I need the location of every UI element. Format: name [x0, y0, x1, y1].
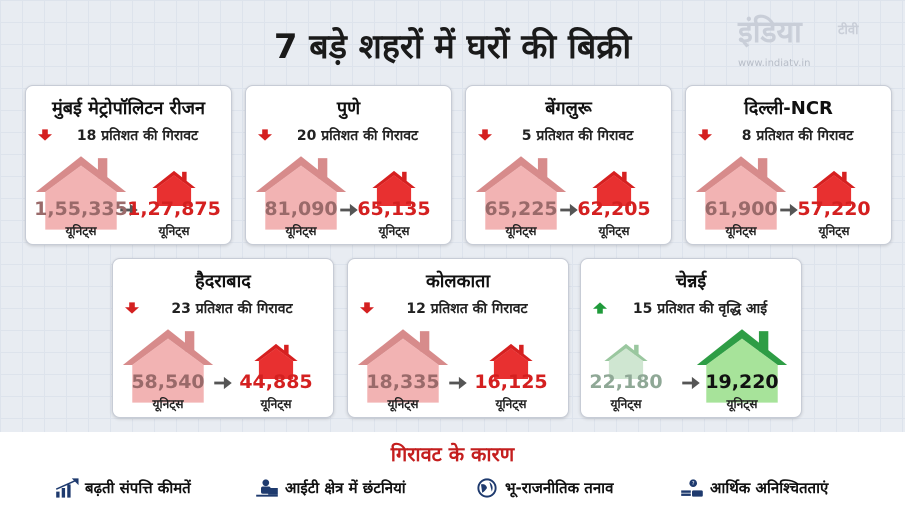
city-change: 5 प्रतिशत की गिरावट — [521, 128, 634, 144]
title: 7 बड़े शहरों में घरों की बिक्री — [273, 27, 632, 67]
city-name: कोलकाता — [425, 271, 491, 292]
trend-arrow — [125, 302, 139, 314]
after-unit: यूनिट्स — [598, 224, 630, 238]
after-value: 62,205 — [577, 198, 651, 220]
city-change: 23 प्रतिशत की गिरावट — [171, 301, 293, 317]
city-name: चेन्नई — [675, 271, 707, 292]
trend-arrow — [38, 129, 52, 141]
logo-url: www.indiatv.in — [738, 58, 811, 69]
house-icon — [357, 329, 449, 403]
arrow — [339, 203, 358, 217]
before-unit: यूनिट्स — [610, 397, 642, 411]
arrow — [682, 376, 700, 390]
reason-item: भू-राजनीतिक तनाव — [505, 479, 614, 497]
city-card: मुंबई मेट्रोपॉलिटन रीजन 18 प्रतिशत की गिर… — [25, 85, 232, 245]
house-icon — [152, 170, 196, 206]
city-name: मुंबई मेट्रोपॉलिटन रीजन — [51, 98, 206, 119]
after-value: 19,220 — [705, 371, 779, 393]
house-icon — [812, 170, 856, 206]
after-value: 57,220 — [797, 198, 871, 220]
before-value: 58,540 — [131, 371, 205, 393]
after-value: 1,27,875 — [127, 198, 221, 220]
arrow — [779, 203, 798, 217]
city-change: 20 प्रतिशत की गिरावट — [296, 128, 419, 144]
arrow — [449, 376, 467, 390]
house-icon — [592, 170, 636, 206]
after-unit: यूनिट्स — [818, 224, 850, 238]
before-unit: यूनिट्स — [152, 397, 184, 411]
house-icon — [475, 156, 567, 230]
house-icon — [372, 170, 416, 206]
city-change: 12 प्रतिशत की गिरावट — [406, 301, 528, 317]
before-unit: यूनिट्स — [65, 224, 97, 238]
after-unit: यूनिट्स — [158, 224, 190, 238]
house-icon — [254, 343, 298, 379]
house-icon — [695, 156, 787, 230]
city-name: पुणे — [336, 98, 361, 119]
trend-arrow — [360, 302, 374, 314]
before-value: 81,090 — [264, 198, 338, 220]
reason-icon — [256, 479, 278, 497]
before-unit: यूनिट्स — [505, 224, 537, 238]
before-value: 18,335 — [366, 371, 440, 393]
city-name: बेंगलुरू — [545, 98, 592, 119]
city-card: बेंगलुरू 5 प्रतिशत की गिरावट 65,225 यूनिट्स… — [465, 85, 672, 245]
after-unit: यूनिट्स — [378, 224, 410, 238]
before-value: 65,225 — [484, 198, 558, 220]
city-card: पुणे 20 प्रतिशत की गिरावट 81,090 यूनिट्स 65,… — [245, 85, 452, 245]
before-unit: यूनिट्स — [725, 224, 757, 238]
trend-arrow — [258, 129, 272, 141]
before-unit: यूनिट्स — [387, 397, 419, 411]
trend-arrow — [698, 129, 712, 141]
trend-arrow — [593, 302, 607, 314]
house-icon — [122, 329, 214, 403]
arrow — [119, 203, 138, 217]
city-change: 15 प्रतिशत की वृद्धि आई — [632, 301, 768, 317]
footer — [0, 432, 905, 509]
city-card: चेन्नई 15 प्रतिशत की वृद्धि आई 22,180 यूनिट… — [580, 258, 802, 418]
reasons-title: गिरावट के कारण — [390, 442, 515, 466]
after-value: 16,125 — [474, 371, 548, 393]
city-change: 18 प्रतिशत की गिरावट — [76, 128, 199, 144]
logo-sub: टीवी — [838, 23, 859, 38]
trend-arrow — [478, 129, 492, 141]
reason-icon — [55, 478, 79, 498]
city-card: दिल्ली-NCR 8 प्रतिशत की गिरावट 61,900 यूनिट… — [685, 85, 892, 245]
logo: इंडिया — [738, 15, 802, 50]
before-unit: यूनिट्स — [285, 224, 317, 238]
house-icon — [35, 156, 127, 230]
city-card: कोलकाता 12 प्रतिशत की गिरावट 18,335 यूनिट्स… — [347, 258, 569, 418]
arrow — [559, 203, 578, 217]
house-icon — [489, 343, 533, 379]
after-value: 44,885 — [239, 371, 313, 393]
before-value: 61,900 — [704, 198, 778, 220]
before-value: 22,180 — [589, 371, 663, 393]
house-icon — [255, 156, 347, 230]
city-change: 8 प्रतिशत की गिरावट — [741, 128, 854, 144]
reason-item: आर्थिक अनिश्चितताएं — [710, 479, 829, 497]
reason-item: आईटी क्षेत्र में छंटनियां — [285, 479, 406, 497]
before-value: 1,55,335 — [34, 198, 128, 220]
reason-item: बढ़ती संपत्ति कीमतें — [85, 479, 191, 497]
city-card: हैदराबाद 23 प्रतिशत की गिरावट 58,540 यूनिट्… — [112, 258, 334, 418]
reason-icon — [477, 478, 497, 498]
svg-text:?: ? — [692, 481, 695, 487]
after-value: 65,135 — [357, 198, 431, 220]
arrow — [214, 376, 232, 390]
reason-icon: ? — [681, 479, 703, 497]
house-icon — [696, 329, 788, 403]
city-name: हैदराबाद — [195, 271, 251, 292]
after-unit: यूनिट्स — [260, 397, 292, 411]
house-icon — [604, 343, 648, 379]
city-name: दिल्ली-NCR — [744, 98, 833, 119]
after-unit: यूनिट्स — [726, 397, 758, 411]
after-unit: यूनिट्स — [495, 397, 527, 411]
